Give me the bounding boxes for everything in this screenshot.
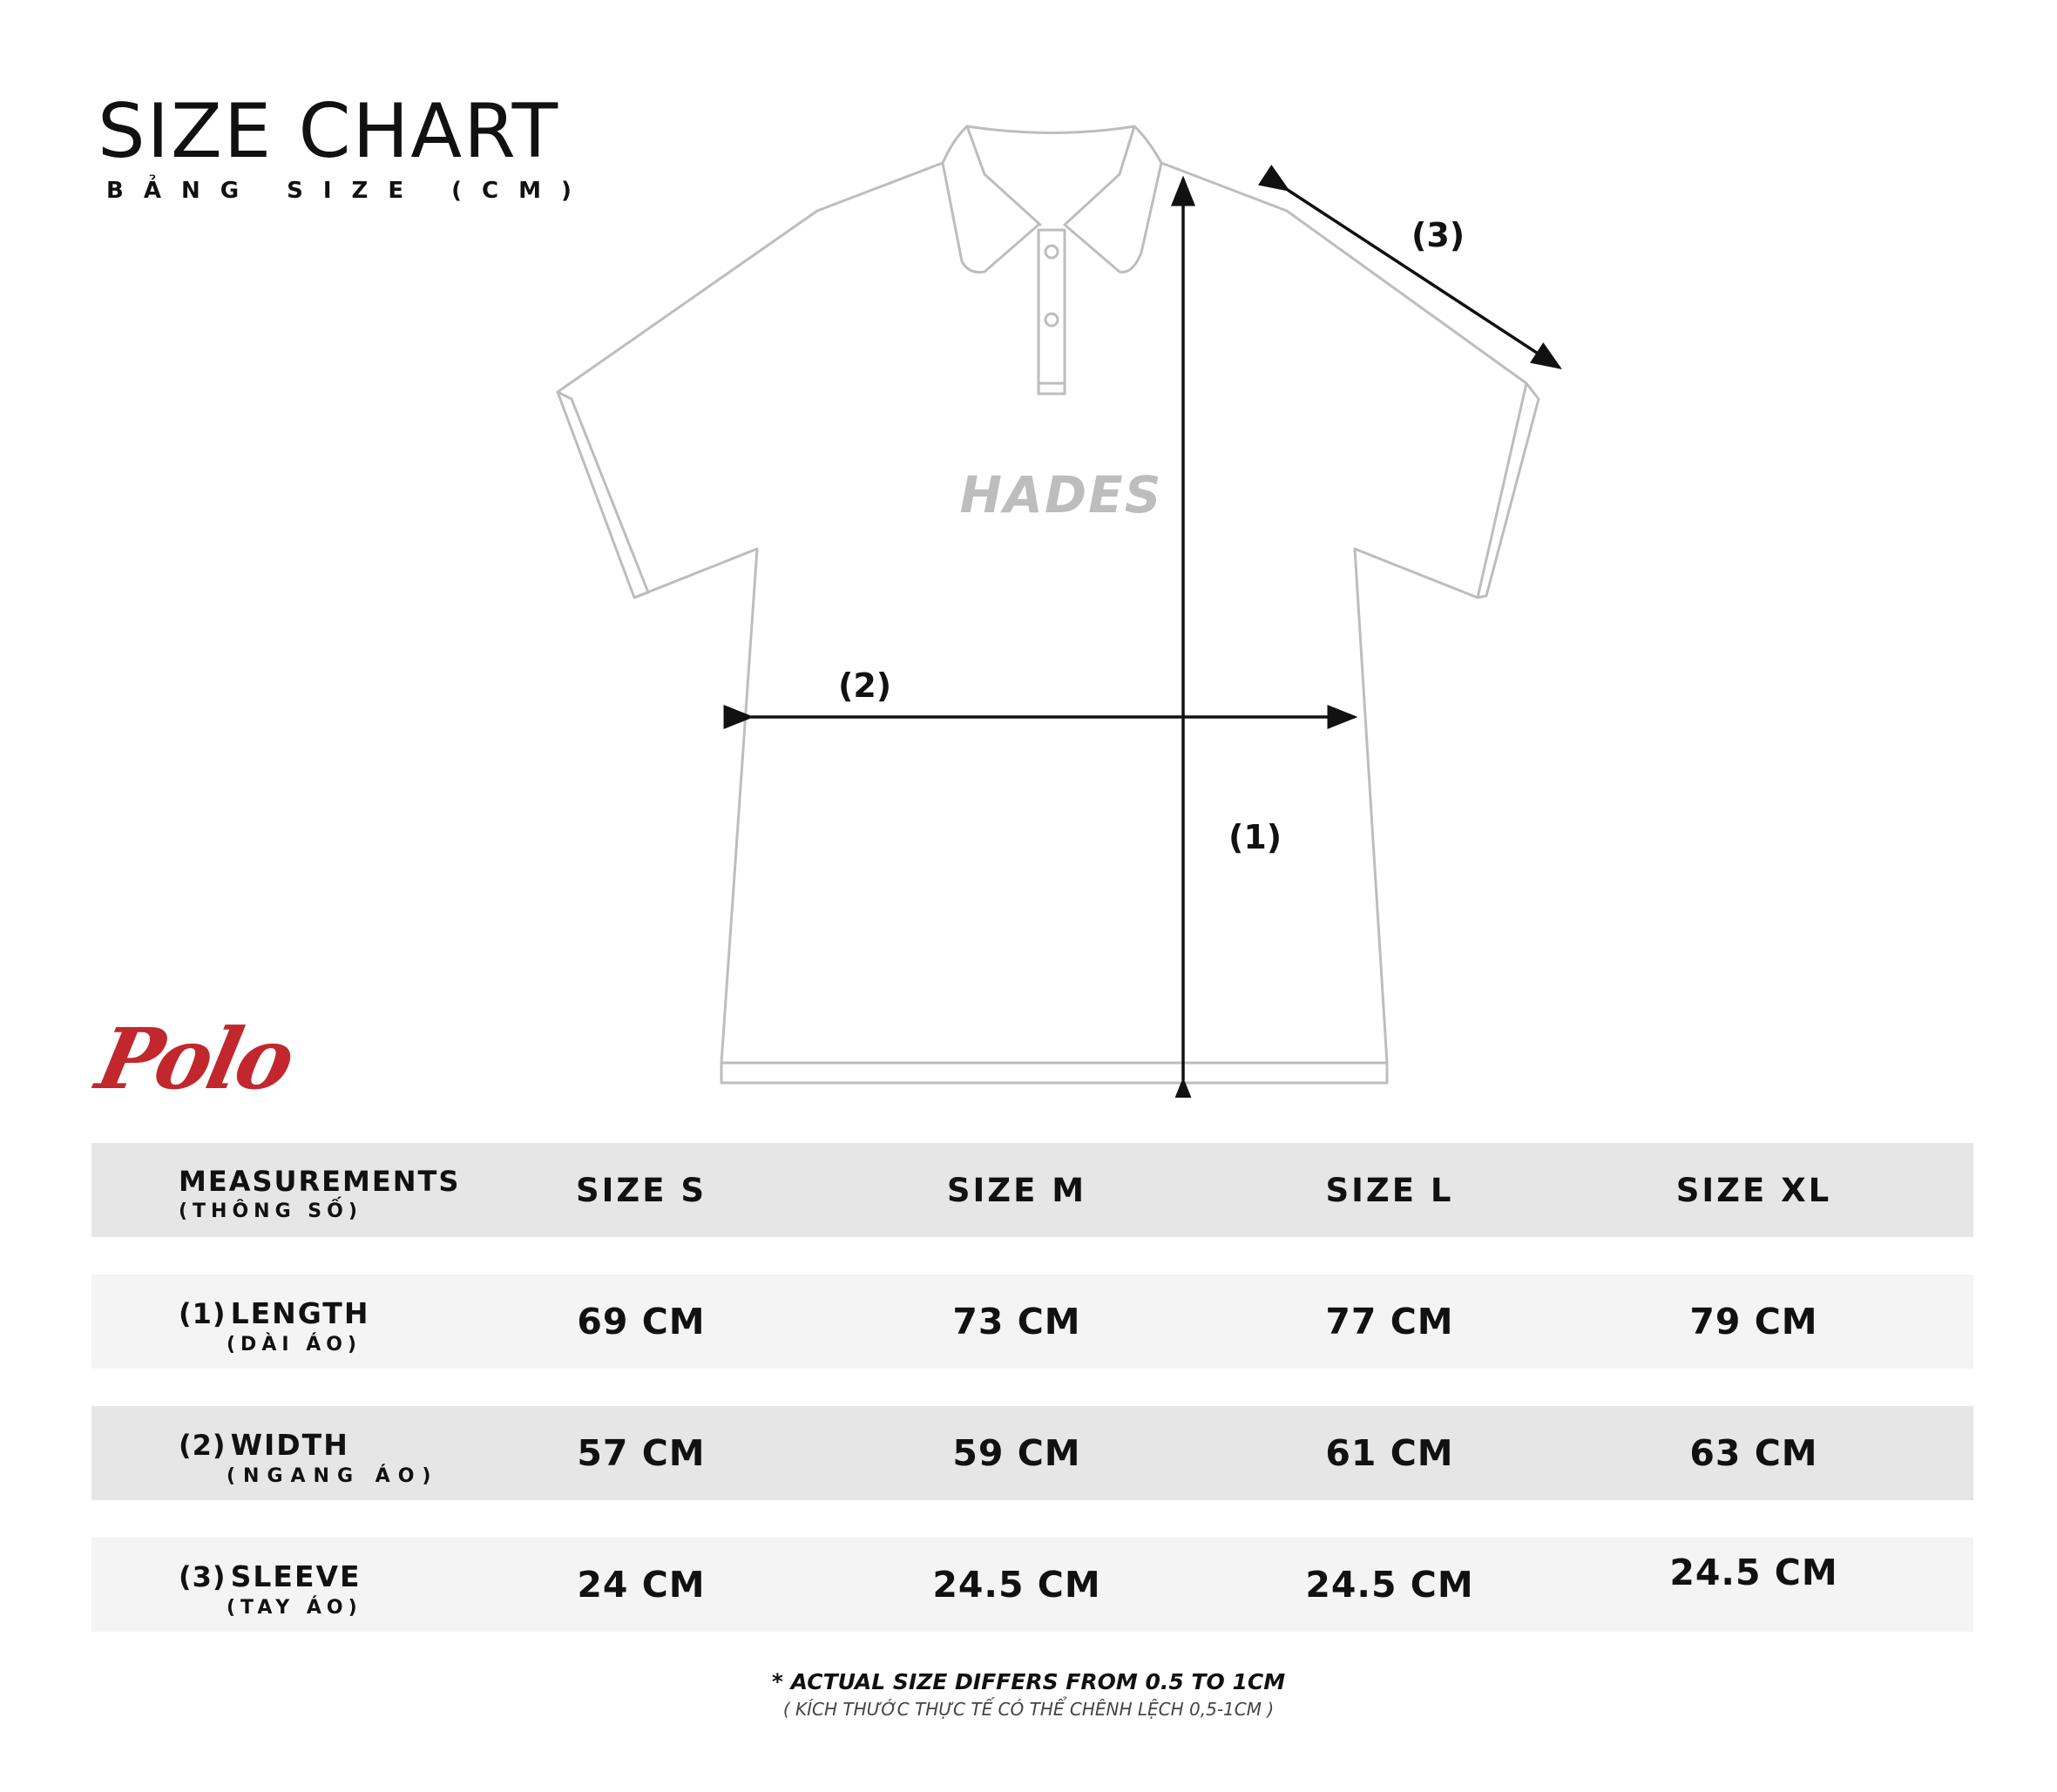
sleeve-size-m: 24.5 CM [932,1564,1101,1606]
size-disclaimer: * ACTUAL SIZE DIFFERS FROM 0.5 TO 1CM [771,1669,1286,1694]
collar-right [1063,125,1163,274]
size-xl-header: SIZE XL [1675,1171,1832,1209]
length-row-label: (1) LENGTH (DÀI ÁO) [179,1296,370,1355]
measurements-label: MEASUREMENTS [179,1165,461,1198]
table-row-sleeve: (3) SLEEVE (TAY ÁO) 24 CM 24.5 CM 24.5 C… [91,1538,1973,1632]
length-label: (1) [1228,818,1282,856]
size-l-header: SIZE L [1325,1171,1454,1209]
button-top [1044,244,1059,260]
sleeve-size-s: 24 CM [577,1564,706,1606]
shirt-body-left [556,161,944,1065]
sleeve-label: (3) [1411,216,1465,254]
row-label: SLEEVE [230,1559,362,1593]
table-row-length: (1) LENGTH (DÀI ÁO) 69 CM 73 CM 77 CM 79… [91,1275,1973,1369]
sleeve-cuff-left [556,390,650,599]
sleeve-size-l: 24.5 CM [1305,1564,1474,1606]
shirt-hem [720,1061,1389,1085]
button-bottom [1044,312,1059,328]
brand-logo: HADES [960,465,1163,524]
row-sublabel: (DÀI ÁO) [227,1334,362,1356]
collar-inner [965,125,1136,227]
placket [1037,228,1066,396]
length-size-s: 69 CM [577,1301,706,1342]
width-size-s: 57 CM [577,1432,706,1474]
length-size-xl: 79 CM [1689,1301,1818,1342]
size-s-header: SIZE S [575,1171,707,1209]
measurements-sublabel: (THÔNG SỐ) [179,1200,362,1222]
sleeve-arrow [1257,165,1562,369]
table-header-row: MEASUREMENTS (THÔNG SỐ) SIZE S SIZE M SI… [91,1143,1973,1237]
sleeve-size-xl: 24.5 CM [1669,1552,1838,1593]
collar-left [941,125,1040,274]
sleeve-row-label: (3) SLEEVE (TAY ÁO) [179,1559,362,1618]
table-row-width: (2) WIDTH (NGANG ÁO) 57 CM 59 CM 61 CM 6… [91,1406,1973,1500]
sleeve-cuff-right [1476,382,1540,599]
shirt-body-right [1160,161,1528,1065]
row-number: (1) [179,1297,227,1330]
row-sublabel: (TAY ÁO) [227,1597,362,1619]
page-title: SIZE CHART [98,88,560,175]
shirt-outline [556,125,1540,1085]
page-subtitle: BẢNG SIZE (CM) [106,178,592,204]
row-label: LENGTH [230,1296,370,1330]
measurement-arrows [723,165,1562,1098]
size-disclaimer-vi: ( KÍCH THƯỚC THỰC TẾ CÓ THỂ CHÊNH LỆCH 0… [782,1699,1275,1720]
width-size-l: 61 CM [1325,1432,1454,1474]
row-label: WIDTH [230,1428,349,1462]
polo-shirt-diagram: HADES (1) (2) (3) [556,125,1562,1098]
row-number: (3) [179,1560,227,1593]
collar-back [965,125,1136,134]
row-sublabel: (NGANG ÁO) [227,1465,439,1487]
length-size-m: 73 CM [952,1301,1081,1342]
measurements-header: MEASUREMENTS (THÔNG SỐ) [179,1165,461,1221]
width-label: (2) [838,666,891,705]
width-size-xl: 63 CM [1689,1432,1818,1474]
length-size-l: 77 CM [1325,1301,1454,1342]
width-size-m: 59 CM [952,1432,1081,1474]
width-row-label: (2) WIDTH (NGANG ÁO) [179,1428,430,1486]
size-m-header: SIZE M [946,1171,1087,1209]
row-number: (2) [179,1429,227,1462]
